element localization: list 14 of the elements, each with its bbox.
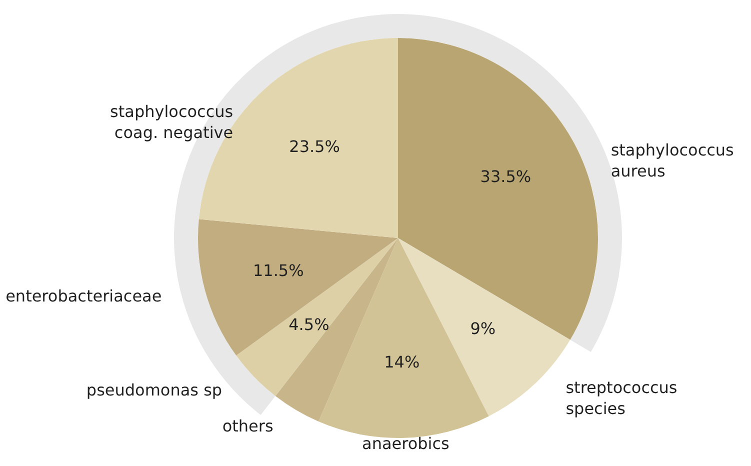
slice-label: staphylococcus coag. negative xyxy=(110,102,234,142)
slice-label: pseudomonas sp xyxy=(86,380,222,400)
slice-label: streptococcus species xyxy=(566,377,678,418)
slice-label: staphylococcus aureus xyxy=(610,140,734,180)
data-label: 14% xyxy=(384,352,420,372)
data-label: 23.5% xyxy=(289,136,340,156)
data-label: 33.5% xyxy=(480,167,532,186)
slice-label: anaerobics xyxy=(362,433,450,452)
data-label: 9% xyxy=(470,318,496,338)
slice-label: others xyxy=(222,416,274,436)
data-label: 4.5% xyxy=(288,314,330,334)
data-label: 11.5% xyxy=(252,261,304,280)
slice-label: enterobacteriaceae xyxy=(6,286,162,306)
pie-slice xyxy=(398,38,598,340)
